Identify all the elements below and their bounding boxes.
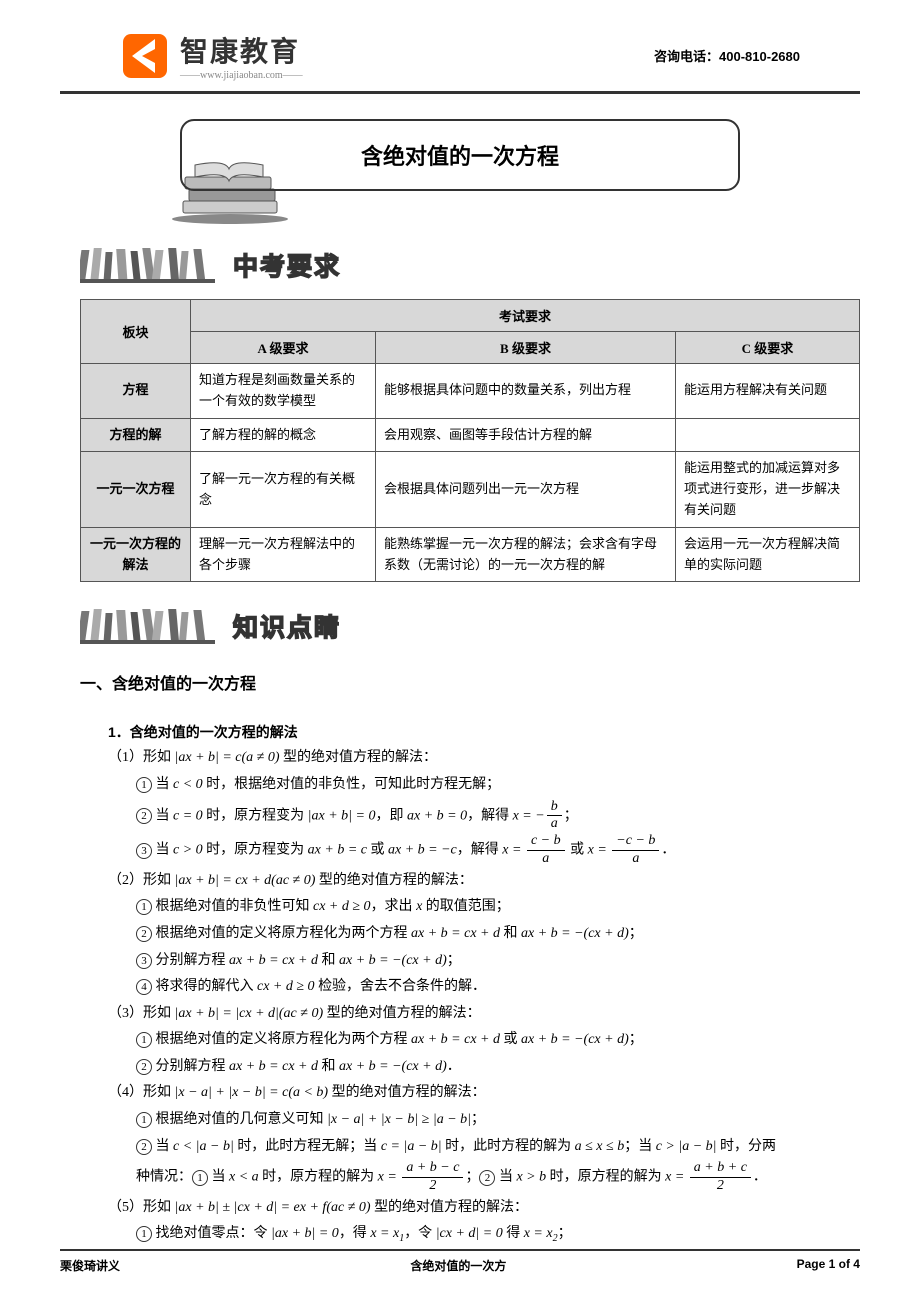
content-body: 一、含绝对值的一次方程 1．含绝对值的一次方程的解法 （1）形如 |ax + b… xyxy=(80,670,860,1248)
table-row: 方程 知道方程是刻画数量关系的一个有效的数学模型 能够根据具体问题中的数量关系，… xyxy=(81,364,860,419)
table-row: 一元一次方程 了解一元一次方程的有关概念 会根据具体问题列出一元一次方程 能运用… xyxy=(81,452,860,527)
books-row-icon xyxy=(80,607,215,645)
item-4-1: 1 根据绝对值的几何意义可知 |x − a| + |x − b| ≥ |a − … xyxy=(136,1107,860,1134)
doc-title: 含绝对值的一次方程 xyxy=(361,144,559,169)
item-1: （1）形如 |ax + b| = c(a ≠ 0) 型的绝对值方程的解法： xyxy=(108,745,860,772)
item-2: （2）形如 |ax + b| = cx + d(ac ≠ 0) 型的绝对值方程的… xyxy=(108,868,860,895)
item-2-4: 4 将求得的解代入 cx + d ≥ 0 检验，舍去不合条件的解． xyxy=(136,974,860,1001)
item-1-1: 1 当 c < 0 时，根据绝对值的非负性，可知此时方程无解； xyxy=(136,772,860,799)
th-exam: 考试要求 xyxy=(191,300,860,332)
section-knowledge: 知识点睛 xyxy=(80,607,860,645)
item-1-3: 3 当 c > 0 时，原方程变为 ax + b = c 或 ax + b = … xyxy=(136,833,860,868)
item-2-1: 1 根据绝对值的非负性可知 cx + d ≥ 0，求出 x 的取值范围； xyxy=(136,894,860,921)
logo-url: ——www.jiajiaoban.com—— xyxy=(180,70,303,81)
item-4-2: 2 当 c < |a − b| 时，此时方程无解；当 c = |a − b| 时… xyxy=(136,1134,860,1161)
item-5-1: 1 找绝对值零点：令 |ax + b| = 0，得 x = x1，令 |cx +… xyxy=(136,1221,860,1248)
section-exam-req: 中考要求 xyxy=(80,246,860,284)
page-footer: 栗俊琦讲义 含绝对值的一次方 Page 1 of 4 xyxy=(60,1249,860,1274)
item-2-2: 2 根据绝对值的定义将原方程化为两个方程 ax + b = cx + d 和 a… xyxy=(136,921,860,948)
logo-icon xyxy=(120,31,170,81)
item-1-2: 2 当 c = 0 时，原方程变为 |ax + b| = 0，即 ax + b … xyxy=(136,799,860,834)
requirements-table: 板块 考试要求 A 级要求 B 级要求 C 级要求 方程 知道方程是刻画数量关系… xyxy=(80,299,860,582)
th-c: C 级要求 xyxy=(676,332,860,364)
item-4: （4）形如 |x − a| + |x − b| = c(a < b) 型的绝对值… xyxy=(108,1080,860,1107)
item-2-3: 3 分别解方程 ax + b = cx + d 和 ax + b = −(cx … xyxy=(136,948,860,975)
item-3-2: 2 分别解方程 ax + b = cx + d 和 ax + b = −(cx … xyxy=(136,1054,860,1081)
section-title-2: 知识点睛 xyxy=(233,608,341,644)
table-row: 方程的解 了解方程的解的概念 会用观察、画图等手段估计方程的解 xyxy=(81,418,860,452)
item-3-1: 1 根据绝对值的定义将原方程化为两个方程 ax + b = cx + d 或 a… xyxy=(136,1027,860,1054)
logo: 智康教育 ——www.jiajiaoban.com—— xyxy=(120,30,303,81)
content-h1: 一、含绝对值的一次方程 xyxy=(80,670,860,700)
logo-cn: 智康教育 xyxy=(180,30,303,70)
footer-right: Page 1 of 4 xyxy=(797,1257,860,1274)
books-row-icon xyxy=(80,246,215,284)
section-title-1: 中考要求 xyxy=(233,247,341,283)
item-5: （5）形如 |ax + b| ± |cx + d| = ex + f(ac ≠ … xyxy=(108,1195,860,1222)
item-3: （3）形如 |ax + b| = |cx + d|(ac ≠ 0) 型的绝对值方… xyxy=(108,1001,860,1028)
item-4-2b: 种情况：1 当 x < a 时，原方程的解为 x = a + b − c2；2 … xyxy=(136,1160,860,1195)
hotline: 咨询电话：400-810-2680 xyxy=(654,46,800,65)
th-b: B 级要求 xyxy=(376,332,676,364)
page-header: 智康教育 ——www.jiajiaoban.com—— 咨询电话：400-810… xyxy=(60,0,860,94)
footer-left: 栗俊琦讲义 xyxy=(60,1257,120,1274)
footer-center: 含绝对值的一次方 xyxy=(410,1257,506,1274)
th-a: A 级要求 xyxy=(191,332,376,364)
table-row: 一元一次方程的解法 理解一元一次方程解法中的各个步骤 能熟练掌握一元一次方程的解… xyxy=(81,527,860,582)
title-box: 含绝对值的一次方程 xyxy=(180,119,740,191)
content-h2: 1．含绝对值的一次方程的解法 xyxy=(108,719,860,746)
th-section: 板块 xyxy=(81,300,191,364)
